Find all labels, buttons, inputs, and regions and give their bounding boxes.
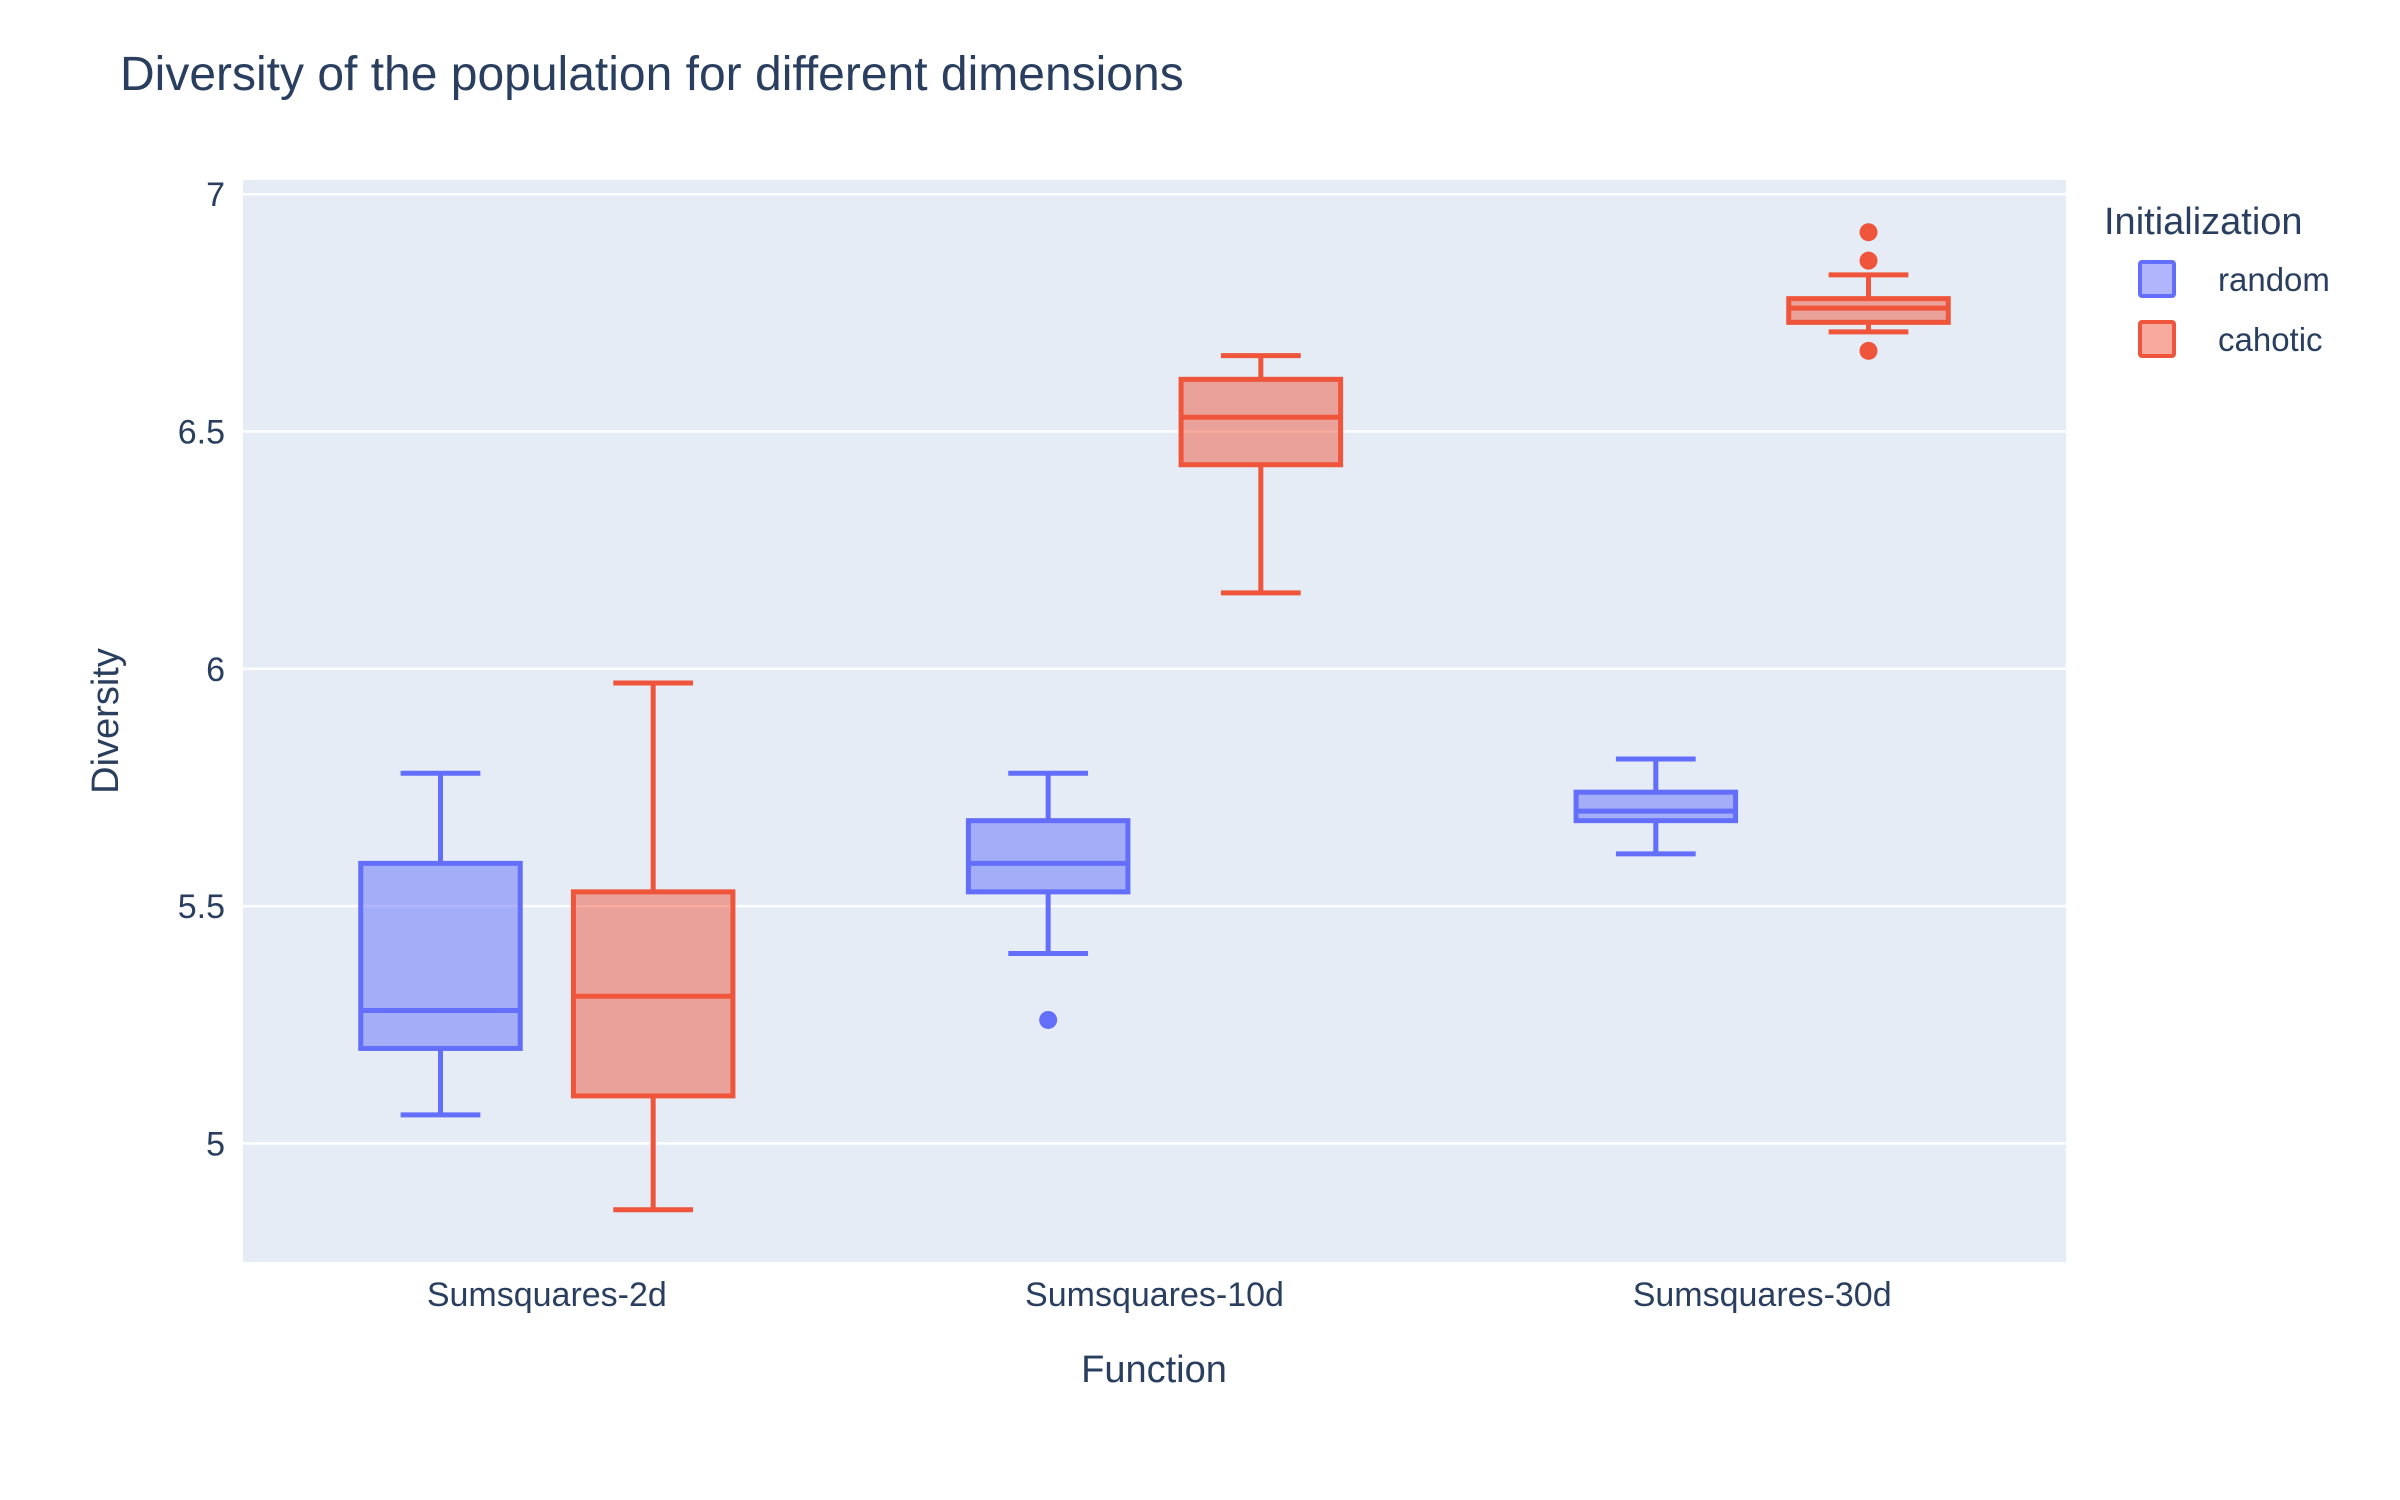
box-traces — [358, 223, 1951, 1213]
y-tick-label-3: 6.5 — [178, 414, 225, 452]
y-tick-label-1: 5.5 — [178, 888, 225, 926]
box-iqr — [358, 860, 523, 1051]
y-tick-label-2: 6 — [206, 651, 225, 689]
box-random-2 — [1573, 756, 1739, 857]
legend-swatch-cahotic — [2138, 320, 2176, 358]
legend-label-cahotic: cahotic — [2218, 321, 2323, 358]
box-cahotic-1 — [1178, 353, 1344, 596]
plot-area — [243, 180, 2066, 1262]
y-axis-ticks: 5 5.5 6 6.5 7 — [178, 176, 225, 1163]
legend-title: Initialization — [2104, 201, 2303, 243]
box-cahotic-0 — [570, 680, 736, 1213]
outlier-point-0 — [1039, 1010, 1058, 1029]
y-tick-label-0: 5 — [206, 1125, 225, 1163]
x-tick-label-1: Sumsquares-10d — [1025, 1276, 1284, 1314]
legend-item-random[interactable]: random — [2138, 260, 2330, 298]
box-iqr — [965, 818, 1131, 895]
x-tick-label-2: Sumsquares-30d — [1633, 1276, 1892, 1314]
box-random-0 — [358, 770, 523, 1118]
chart-title: Diversity of the population for differen… — [120, 48, 1184, 101]
legend-item-cahotic[interactable]: cahotic — [2138, 320, 2323, 358]
outlier-point-0 — [1859, 341, 1878, 360]
box-iqr — [1178, 376, 1344, 468]
legend: Initialization random cahotic — [2104, 201, 2330, 358]
box-random-1 — [965, 770, 1131, 1029]
gridlines — [243, 192, 2066, 1145]
y-axis-title: Diversity — [85, 648, 127, 794]
legend-label-random: random — [2218, 261, 2330, 298]
x-tick-label-0: Sumsquares-2d — [427, 1276, 667, 1314]
outlier-point-2 — [1859, 223, 1878, 242]
x-axis-title: Function — [1081, 1349, 1227, 1391]
y-tick-label-4: 7 — [206, 176, 225, 214]
x-axis-ticks: Sumsquares-2d Sumsquares-10d Sumsquares-30… — [427, 1276, 1892, 1314]
outlier-point-1 — [1859, 251, 1878, 270]
box-cahotic-2 — [1786, 223, 1951, 360]
box-iqr — [1573, 789, 1739, 824]
legend-swatch-random — [2138, 260, 2176, 298]
